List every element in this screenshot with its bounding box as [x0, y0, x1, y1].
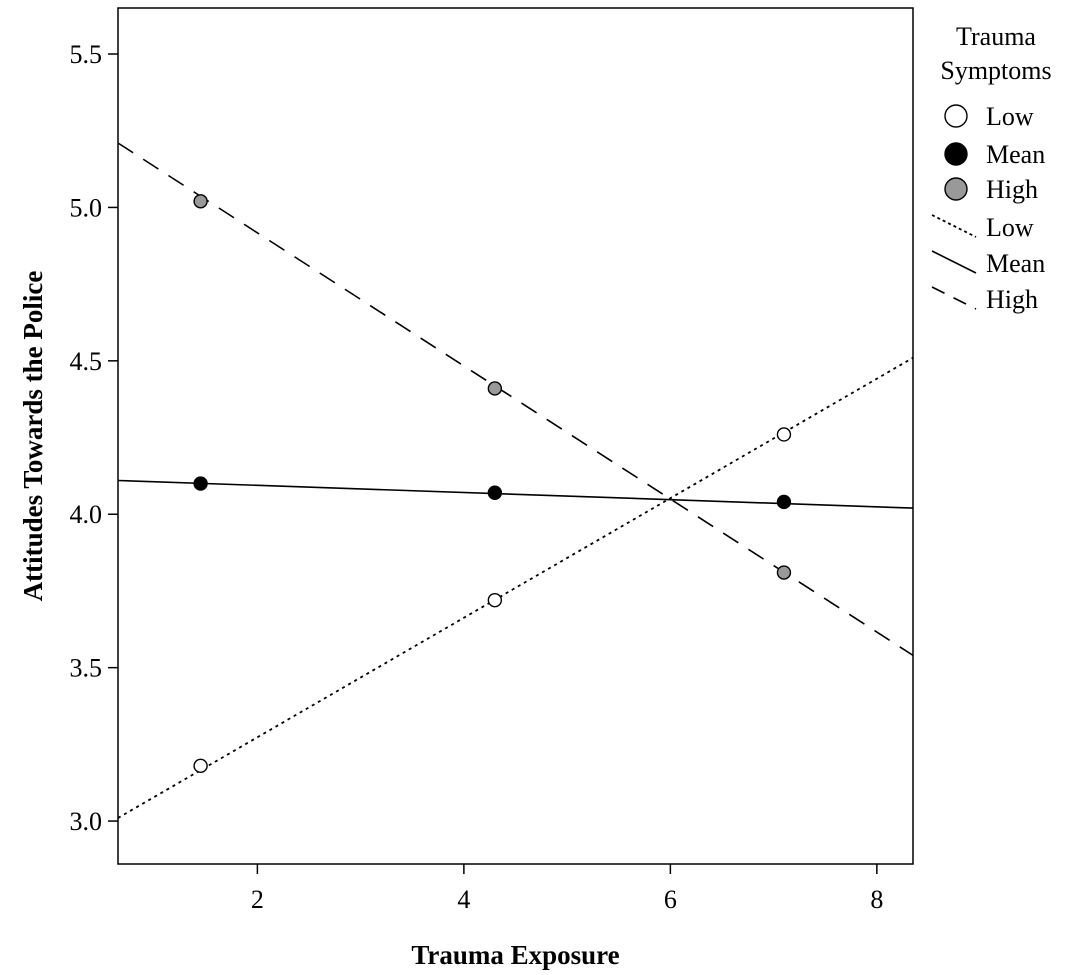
legend-line-high [931, 286, 977, 310]
legend-items: Low Mean High Low Mean High [931, 102, 1045, 314]
data-point-high [776, 565, 792, 580]
y-axis-ticks: 3.0 3.5 4.0 4.5 5.0 5.5 [70, 40, 118, 836]
data-point-low [193, 758, 208, 774]
x-tick-label: 2 [251, 885, 264, 914]
data-point-mean [776, 494, 792, 510]
legend-title-line-1: Trauma [956, 22, 1036, 51]
data-point-low [487, 592, 503, 608]
legend-marker-mean [944, 142, 968, 166]
data-point-low [776, 427, 792, 442]
y-tick-label: 3.5 [70, 654, 103, 683]
legend: Trauma Symptoms Low Mean High Low Mean High [931, 22, 1052, 314]
plot-area-frame [117, 7, 914, 865]
legend-line-mean [931, 250, 977, 274]
y-tick-label: 3.0 [70, 807, 103, 836]
x-tick-label: 8 [870, 885, 883, 914]
legend-title-line-2: Symptoms [940, 56, 1051, 85]
y-tick-label: 5.5 [70, 40, 103, 69]
legend-line-label: Mean [986, 249, 1045, 278]
y-axis-title: Attitudes Towards the Police [18, 271, 48, 602]
series-points [193, 194, 792, 774]
y-tick-label: 4.0 [70, 500, 103, 529]
y-tick-label: 4.5 [70, 347, 103, 376]
legend-marker-label: Low [986, 102, 1034, 131]
legend-marker-label: Mean [986, 140, 1045, 169]
legend-line-low [931, 214, 977, 238]
data-point-high [487, 381, 503, 396]
x-tick-label: 6 [664, 885, 677, 914]
x-tick-label: 4 [457, 885, 470, 914]
legend-marker-label: High [986, 175, 1038, 204]
legend-line-label: Low [986, 213, 1034, 242]
data-point-high [193, 194, 208, 209]
y-tick-label: 5.0 [70, 193, 103, 222]
legend-line-label: High [986, 285, 1038, 314]
data-point-mean [193, 476, 208, 491]
legend-marker-high [944, 177, 968, 201]
x-axis-title: Trauma Exposure [411, 940, 619, 970]
data-point-mean [487, 485, 503, 500]
legend-marker-low [944, 104, 968, 128]
x-axis-ticks: 2 4 6 8 [251, 864, 883, 914]
